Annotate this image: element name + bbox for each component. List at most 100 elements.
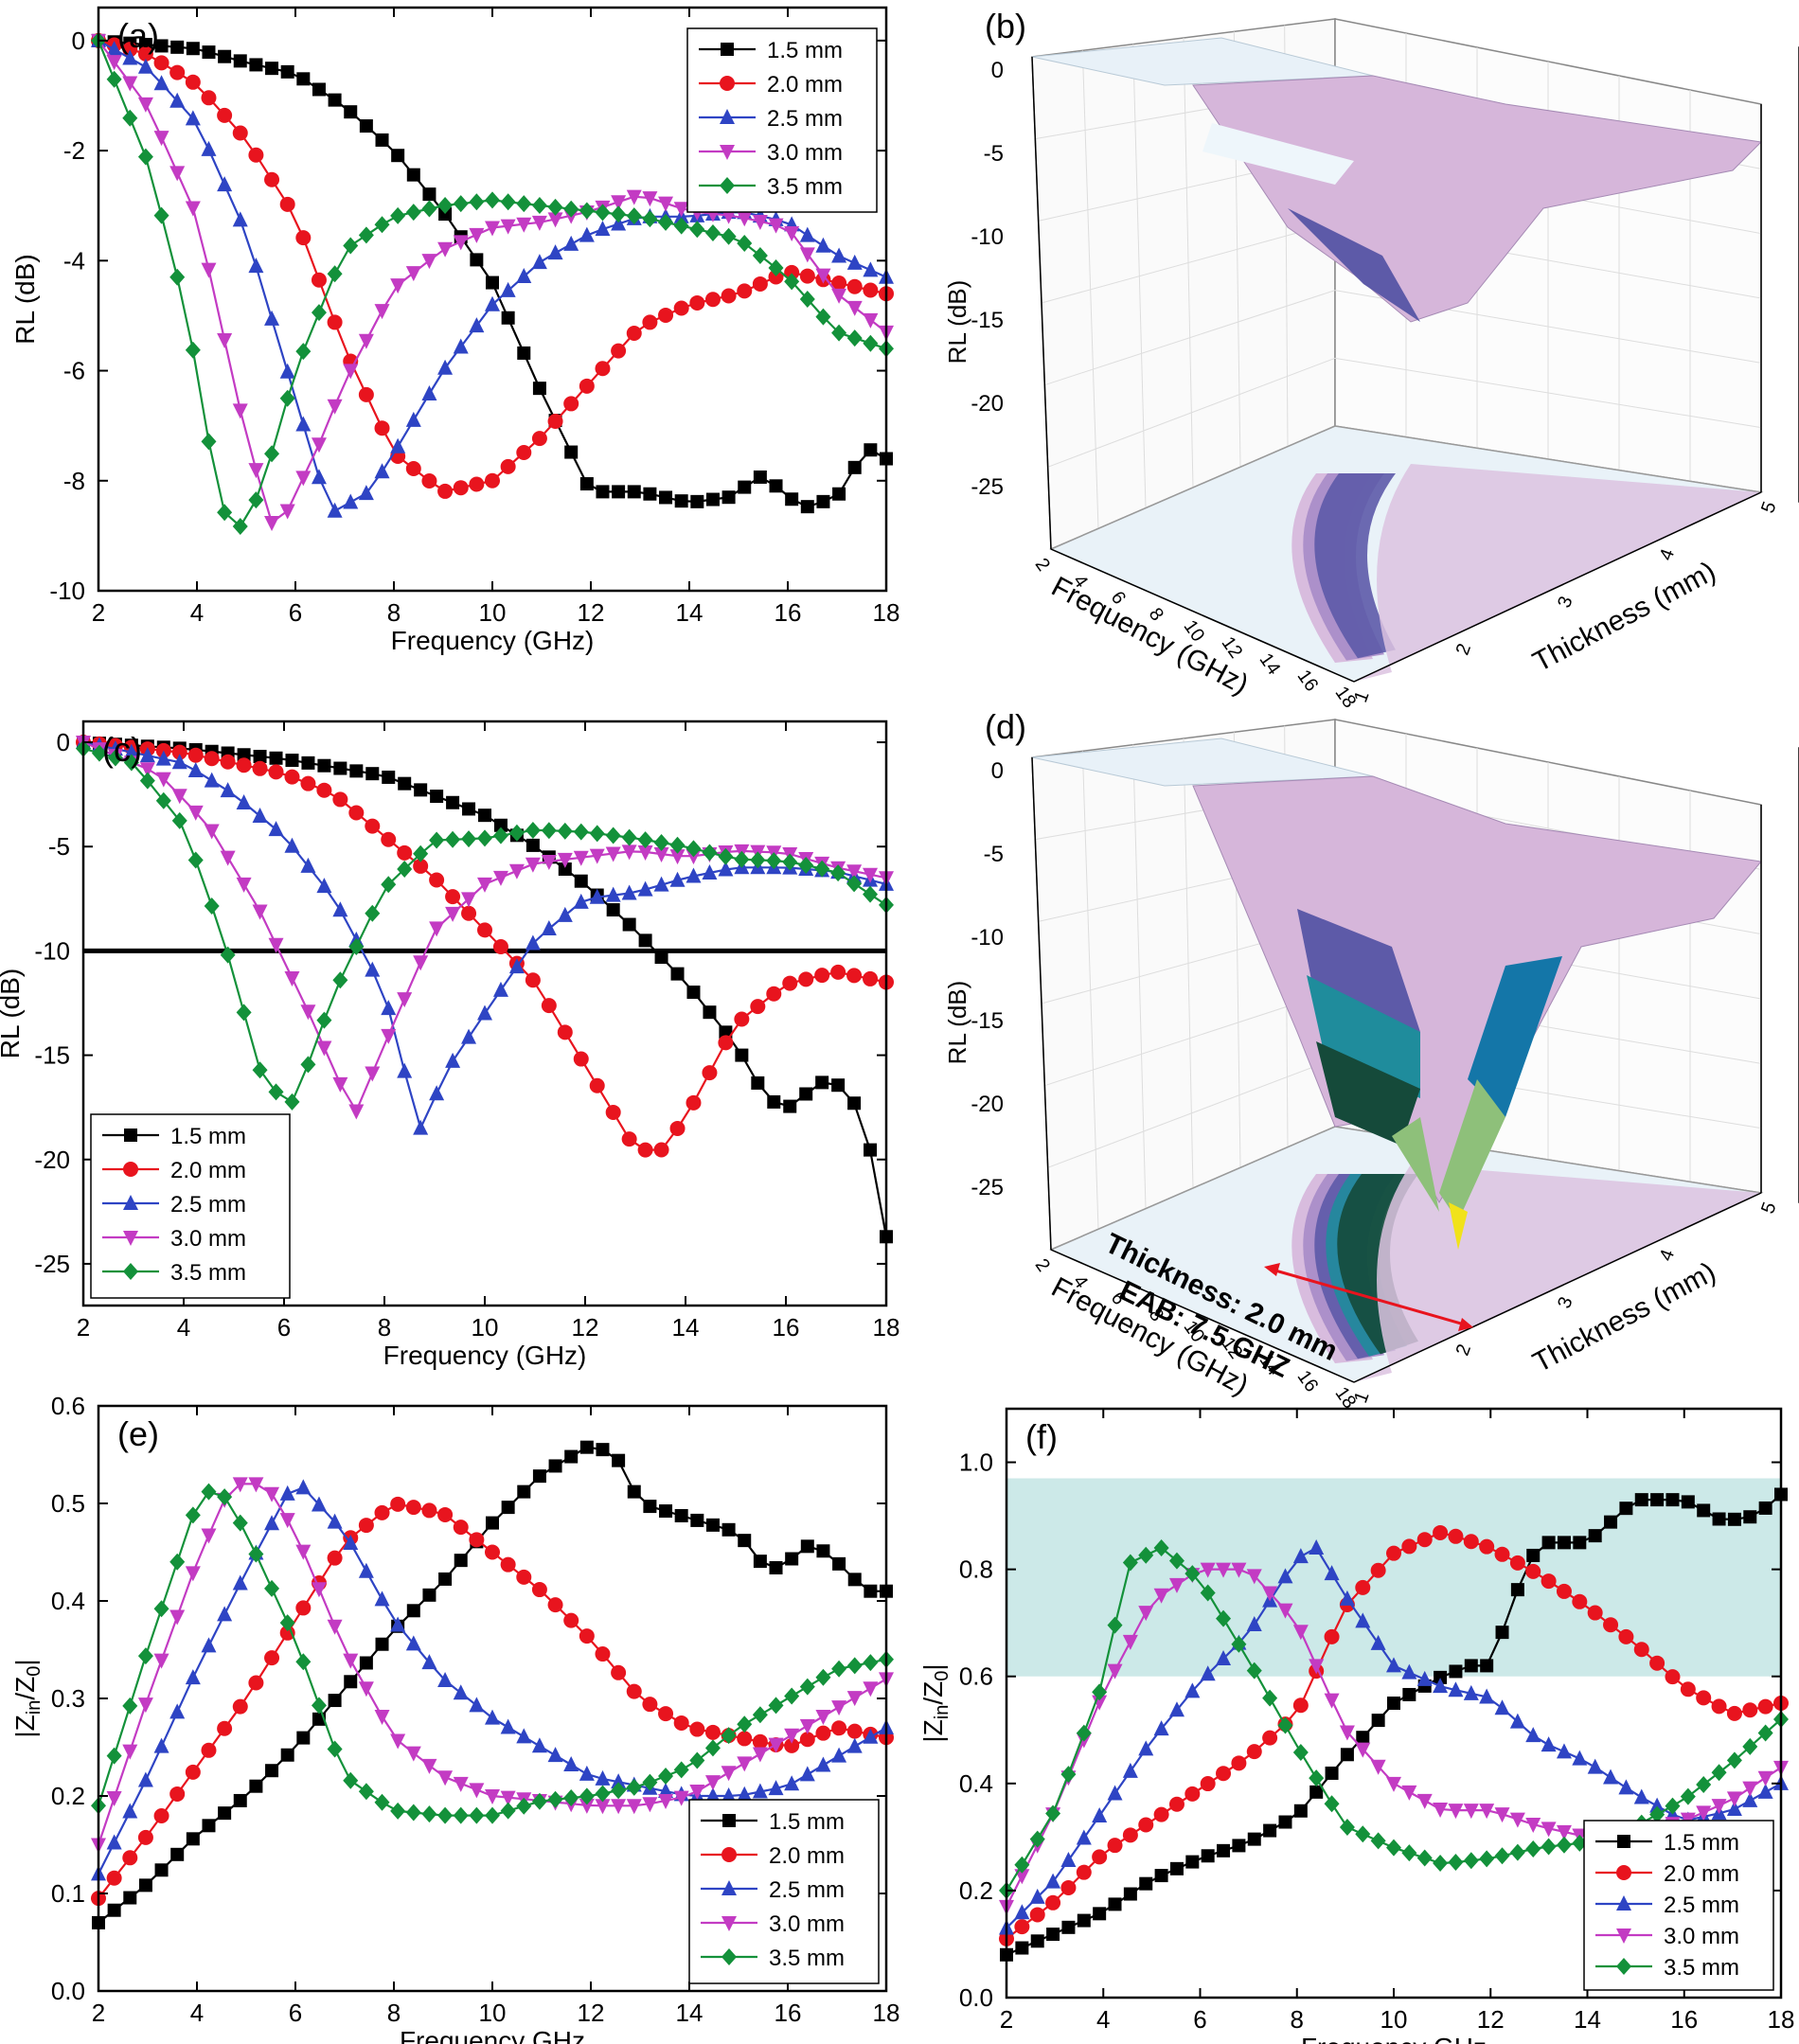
data-point (1494, 1847, 1510, 1865)
surface-band-10 (1307, 975, 1420, 1098)
data-point (1616, 1865, 1631, 1880)
data-point (248, 258, 264, 274)
data-point (1046, 1928, 1060, 1942)
x-tick-label: 18 (1768, 2005, 1795, 2034)
data-point (595, 221, 611, 237)
data-point (734, 1011, 750, 1027)
data-point (541, 998, 557, 1014)
data-point (123, 1231, 138, 1246)
data-point (689, 1785, 705, 1801)
data-point (1726, 1705, 1742, 1721)
z-tick-label: -5 (984, 141, 1004, 167)
data-point (784, 226, 800, 242)
legend-entry: 3.5 mm (170, 1260, 246, 1286)
data-point (1262, 1730, 1278, 1746)
data-point (106, 1870, 122, 1886)
data-point (252, 1061, 268, 1079)
data-point (1184, 1565, 1201, 1583)
data-point (531, 254, 547, 270)
data-point (557, 822, 573, 840)
data-point (268, 1083, 284, 1101)
data-point (122, 1803, 138, 1819)
data-point (295, 230, 312, 246)
data-point (863, 261, 879, 277)
data-point (265, 62, 279, 76)
data-point (296, 1731, 311, 1745)
data-point (1246, 1569, 1262, 1585)
data-point (437, 1506, 454, 1522)
data-point (1371, 1714, 1385, 1728)
data-point (232, 1514, 248, 1532)
data-point (846, 1737, 863, 1753)
data-point (863, 867, 879, 883)
data-point (123, 1195, 138, 1210)
data-point (721, 1880, 737, 1895)
data-point (735, 1048, 749, 1062)
data-point (169, 64, 186, 80)
data-point (279, 1625, 295, 1641)
panel-label: (d) (985, 707, 1026, 746)
data-point (437, 196, 454, 214)
data-point (429, 1085, 445, 1101)
data-point (154, 39, 169, 53)
data-point (1292, 1744, 1309, 1762)
data-point (769, 479, 783, 493)
data-point (564, 445, 579, 459)
data-point (737, 234, 753, 252)
data-point (1386, 1545, 1401, 1561)
legend: 1.5 mm 2.0 mm 2.5 mm 3.0 mm 3.5 mm (686, 27, 878, 213)
data-point (453, 1806, 469, 1824)
data-point (469, 1532, 485, 1548)
surface-band-15 (1316, 1041, 1420, 1146)
data-point (169, 1786, 186, 1802)
data-point (153, 1808, 169, 1824)
data-point (1433, 1678, 1449, 1694)
y-tick-label: 0 (72, 27, 85, 55)
data-point (201, 90, 217, 106)
data-point (831, 247, 847, 263)
data-point (1572, 1593, 1588, 1609)
data-point (612, 485, 626, 499)
data-point (186, 1832, 200, 1846)
data-point (252, 808, 268, 824)
data-point (398, 776, 412, 791)
data-point (453, 1776, 469, 1792)
data-point (1572, 1750, 1588, 1766)
data-point (589, 1077, 605, 1093)
data-point (516, 217, 532, 233)
data-point (153, 55, 169, 71)
data-point (169, 1609, 186, 1626)
data-point (547, 1597, 563, 1613)
data-point (718, 1035, 734, 1051)
data-point (469, 1806, 485, 1824)
data-point (437, 1770, 454, 1786)
data-point (1618, 1779, 1634, 1795)
y-tick-label: -10 (34, 936, 70, 965)
data-point (1370, 1832, 1386, 1850)
data-point (201, 1637, 217, 1653)
data-point (737, 1731, 753, 1747)
data-point (1045, 1873, 1061, 1889)
data-point (1433, 1524, 1449, 1540)
data-point (445, 906, 461, 922)
series-15mm (1000, 1487, 1788, 1962)
thickness-tick-label: 4 (1656, 546, 1679, 563)
data-point (563, 1612, 579, 1628)
data-point (397, 844, 413, 861)
data-point (1093, 1907, 1107, 1921)
data-point (390, 1802, 406, 1820)
data-point (249, 58, 263, 72)
data-point (327, 265, 343, 283)
data-point (316, 878, 332, 894)
eab-arrow (1268, 1267, 1469, 1327)
data-point (738, 1534, 752, 1548)
freq-tick-label: 2 (1031, 1255, 1054, 1276)
data-point (1138, 1740, 1154, 1756)
x-tick-label: 4 (1096, 2005, 1110, 2034)
data-point (815, 268, 831, 284)
data-point (752, 1783, 768, 1799)
data-point (405, 460, 421, 476)
data-point (295, 1479, 312, 1495)
data-point (201, 140, 217, 156)
data-point (485, 1806, 500, 1824)
